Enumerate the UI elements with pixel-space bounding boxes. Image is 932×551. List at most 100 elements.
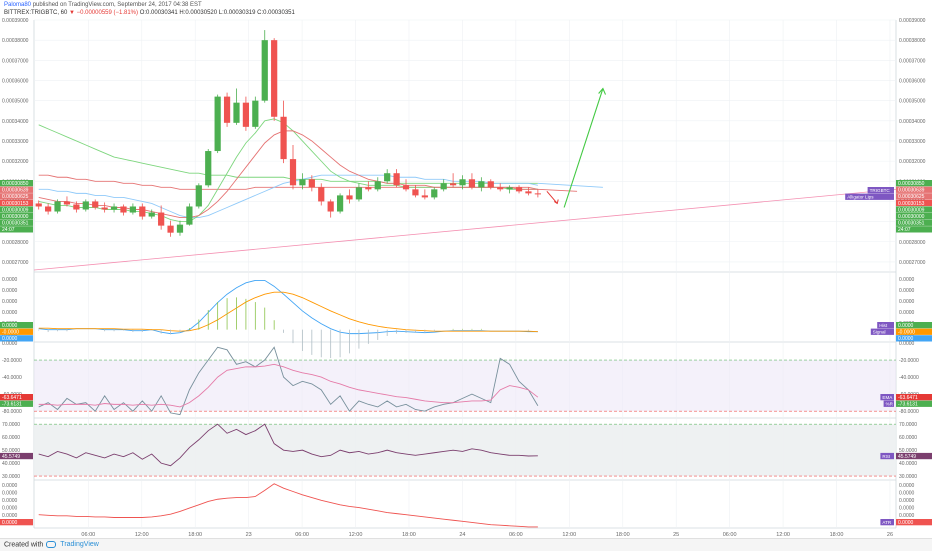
candle-body: [82, 201, 89, 210]
price-label-left: 24:07: [2, 227, 15, 233]
indicator-badge-bg: [877, 322, 894, 329]
y-tick-label-left: 0.00038000: [2, 38, 29, 44]
x-tick-label: 18:00: [402, 532, 416, 538]
indicator-badge-bg: [883, 400, 894, 407]
price-label-right-bg: [896, 193, 932, 200]
candle-body: [186, 206, 193, 225]
y-tick-label-right: 0.00039000: [899, 18, 926, 24]
y-tick-label-right: 0.00036000: [899, 78, 926, 84]
y-tick-label-left: 0.0000: [2, 288, 18, 294]
indicator-line: [38, 346, 539, 416]
y-tick-label-left: 0.0000: [2, 299, 18, 305]
y-tick-label-left: 30.0000: [2, 474, 20, 480]
candle-body: [233, 102, 240, 123]
candle-body: [468, 179, 476, 188]
price-label-right-bg: [896, 219, 932, 226]
y-tick-label-right: 0.0000: [899, 498, 915, 504]
candle-body: [308, 179, 315, 188]
forecast-down-arrowhead: [553, 199, 559, 205]
candle-body: [374, 181, 381, 190]
candle-body: [195, 185, 202, 207]
x-tick-label: 26: [887, 532, 893, 538]
forecast-down-arrow: [546, 191, 558, 204]
ma-projection: [537, 182, 603, 188]
candle-body: [289, 159, 297, 186]
footer-bar: Created with TradingView: [0, 538, 932, 551]
y-tick-label-left: 0.00036000: [2, 78, 29, 84]
candle-body: [271, 40, 278, 117]
price-label-left-bg: [0, 219, 33, 226]
indicator-badge-bg: [867, 187, 894, 194]
candle-body: [487, 181, 494, 188]
candle-body: [120, 206, 127, 213]
price-label-left-bg: [0, 193, 33, 200]
candle-body: [440, 183, 447, 190]
candle-body: [318, 187, 325, 202]
chart-canvas[interactable]: 06:00 12:00 18:00 23 06:00 12:00 18:00 24 06:00 1…: [0, 0, 932, 538]
y-tick-label-right: 0.00028000: [899, 240, 926, 246]
y-tick-label-left: 0.0000: [2, 332, 18, 338]
price-label-right: -0.0000: [898, 330, 915, 336]
y-tick-label-left: 0.0000: [2, 491, 18, 497]
price-label-right: 0.00030850: [898, 181, 925, 187]
candle-body: [110, 206, 118, 210]
x-tick-label: 23: [246, 532, 252, 538]
indicator-line: [38, 483, 538, 528]
published-text: published on TradingView.com, September …: [31, 2, 202, 8]
y-tick-label-left: 40.0000: [2, 461, 20, 467]
price-label-left: 0.0000: [2, 336, 18, 342]
price-label-right: -63.6471: [898, 395, 918, 401]
price-label-left: -73.6131: [2, 402, 22, 408]
price-label-left: 45.5749: [2, 454, 20, 460]
price-label-left-bg: [0, 394, 33, 401]
indicator-badge: Hist: [879, 323, 888, 328]
indicator-line: [38, 291, 538, 333]
y-tick-label-left: 0.00039000: [2, 18, 29, 24]
y-tick-label-left: 0.0000: [2, 277, 18, 283]
candle-body: [101, 207, 108, 210]
candle-body: [299, 179, 306, 186]
price-label-left: 0.00030625: [2, 194, 29, 200]
y-tick-label-left: 70.0000: [2, 422, 20, 428]
y-tick-label-right: -80.0000: [899, 409, 919, 415]
candle-body: [412, 189, 419, 196]
y-tick-label-left: 0.00028000: [2, 240, 29, 246]
price-label-right: 45.5749: [898, 454, 916, 460]
indicator-badge: %R: [886, 402, 894, 407]
price-label-left: 0.0000: [2, 323, 18, 329]
y-tick-label-right: 0.0000: [899, 277, 915, 283]
tradingview-brand-link[interactable]: TradingView: [60, 541, 99, 549]
symbol-label: BITTREX:TRIGBTC, 60: [4, 10, 68, 16]
y-tick-label-right: 0.0000: [899, 506, 915, 512]
y-tick-label-left: 0.00033000: [2, 139, 29, 145]
candle-body: [402, 185, 410, 190]
y-tick-label-left: 0.0000: [2, 498, 18, 504]
price-label-left: 0.00030351: [2, 221, 29, 227]
tradingview-logo-icon: [46, 541, 57, 548]
forecast-up-arrow: [563, 88, 604, 208]
indicator-badge-bg: [880, 394, 894, 401]
indicator-line: [38, 279, 538, 335]
y-tick-label-right: 0.00033000: [899, 139, 926, 145]
x-tick-label: 06:00: [723, 532, 737, 538]
price-label-right: 0.00030625: [898, 194, 925, 200]
candle-body: [355, 187, 363, 200]
y-tick-label-left: 60.0000: [2, 435, 20, 441]
price-label-left: 0.00030153: [2, 201, 29, 207]
y-tick-label-right: 0.0000: [899, 288, 915, 294]
candle-body: [252, 100, 259, 127]
y-tick-label-left: 0.0000: [2, 310, 18, 316]
y-tick-label-left: 0.00034000: [2, 119, 29, 125]
moving-average-line: [38, 130, 538, 219]
y-tick-label-left: 0.00027000: [2, 260, 29, 266]
price-label-left: -63.6471: [2, 395, 22, 401]
price-label-right: 0.00030009: [898, 207, 925, 213]
x-tick-label: 18:00: [188, 532, 202, 538]
candle-body: [497, 187, 504, 190]
x-tick-label: 12:00: [776, 532, 790, 538]
y-tick-label-right: 0.0000: [899, 332, 915, 338]
moving-average-line: [38, 118, 538, 223]
author-link[interactable]: Paloma80: [4, 2, 32, 8]
y-tick-label-left: 0.00032000: [2, 159, 29, 165]
y-tick-label-left: -20.0000: [2, 358, 22, 364]
